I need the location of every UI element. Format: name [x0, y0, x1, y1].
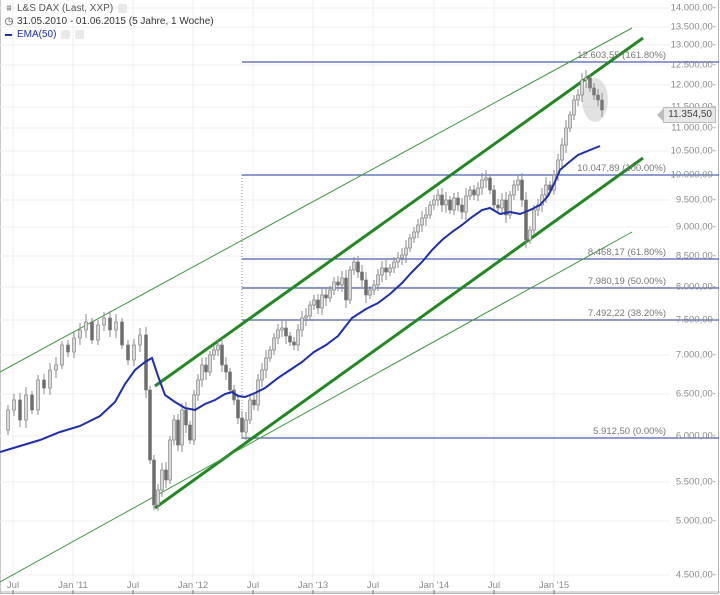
grid-lines	[0, 0, 670, 583]
y-tick-label: 9.000,00	[676, 222, 716, 233]
x-axis-ticks	[0, 590, 720, 594]
y-tick-label: 7.500,00	[676, 315, 716, 326]
x-tick-label: Jul	[366, 580, 380, 591]
instrument-settings-button[interactable]	[118, 4, 128, 13]
ema-settings-button[interactable]	[61, 30, 71, 39]
y-tick-label: 13.000,00	[671, 40, 716, 51]
y-tick-label: 6.500,00	[676, 389, 716, 400]
trend-channels[interactable]	[0, 27, 644, 583]
x-tick-label: Jan '12	[177, 580, 209, 591]
y-tick-label: 11.000,00	[671, 123, 716, 134]
fib-level-label: 5.912,50 (0.00%)	[593, 426, 666, 437]
annotations	[582, 78, 608, 122]
ema-label: EMA(50)	[17, 29, 57, 40]
outer-trend-channel-line	[0, 231, 633, 583]
legend-ema[interactable]: EMA(50)	[4, 28, 214, 41]
instrument-label: L&S DAX (Last, XXP)	[17, 3, 114, 14]
x-tick-label: Jan '14	[418, 580, 450, 591]
ema-line	[0, 145, 601, 453]
y-tick-label: 12.000,00	[671, 80, 716, 91]
chart-legend: ⩩ L&S DAX (Last, XXP) ◷ 31.05.2010 - 01.…	[4, 2, 214, 41]
fib-level-label: 8.468,17 (61.80%)	[587, 247, 666, 258]
fib-level-label: 7.980,19 (50.00%)	[587, 276, 666, 287]
fib-level-label: 12.603,55 (161.80%)	[577, 50, 666, 61]
clock-icon: ◷	[4, 16, 14, 27]
y-tick-label: 10.000,00	[671, 170, 716, 181]
fib-level-label: 10.047,89 (100.00%)	[577, 163, 666, 174]
current-price-tag: 11.354,50	[657, 107, 716, 123]
y-tick-label: 12.500,00	[671, 60, 716, 71]
y-tick-label: 8.500,00	[676, 251, 716, 262]
x-tick-label: Jul	[246, 580, 260, 591]
fibonacci-retracement[interactable]	[241, 61, 719, 439]
price-candles	[6, 70, 604, 511]
y-tick-label: 6.000,00	[676, 431, 716, 442]
main-trend-channel-line	[154, 156, 644, 510]
y-tick-label: 5.500,00	[676, 477, 716, 488]
y-tick-label: 10.500,00	[671, 146, 716, 157]
y-tick-label: 4.500,00	[676, 570, 716, 581]
y-tick-label: 13.500,00	[671, 22, 716, 33]
legend-date-range[interactable]: ◷ 31.05.2010 - 01.06.2015 (5 Jahre, 1 Wo…	[4, 15, 214, 28]
x-tick-label: Jan '11	[58, 580, 88, 591]
outer-trend-channel-line	[0, 27, 633, 373]
fib-level-label: 7.492,22 (38.20%)	[587, 308, 666, 319]
x-tick-label: Jul	[126, 580, 140, 591]
y-tick-label: 14.000,00	[671, 3, 716, 14]
x-tick-label: Jan '15	[538, 580, 570, 591]
ema-close-button[interactable]	[75, 30, 85, 39]
x-tick-label: Jul	[6, 580, 20, 591]
ema-swatch-icon	[5, 33, 12, 36]
candlestick-icon: ⩩	[6, 3, 12, 13]
main-trend-channel-line	[154, 36, 644, 388]
y-tick-label: 8.000,00	[676, 282, 716, 293]
y-tick-label: 9.500,00	[676, 195, 716, 206]
date-range-label: 31.05.2010 - 01.06.2015 (5 Jahre, 1 Woch…	[17, 16, 214, 27]
x-tick-label: Jan '13	[297, 580, 329, 591]
legend-instrument[interactable]: ⩩ L&S DAX (Last, XXP)	[4, 2, 214, 15]
y-tick-label: 7.000,00	[676, 350, 716, 361]
y-tick-label: 5.000,00	[676, 516, 716, 527]
x-tick-label: Jul	[487, 580, 501, 591]
